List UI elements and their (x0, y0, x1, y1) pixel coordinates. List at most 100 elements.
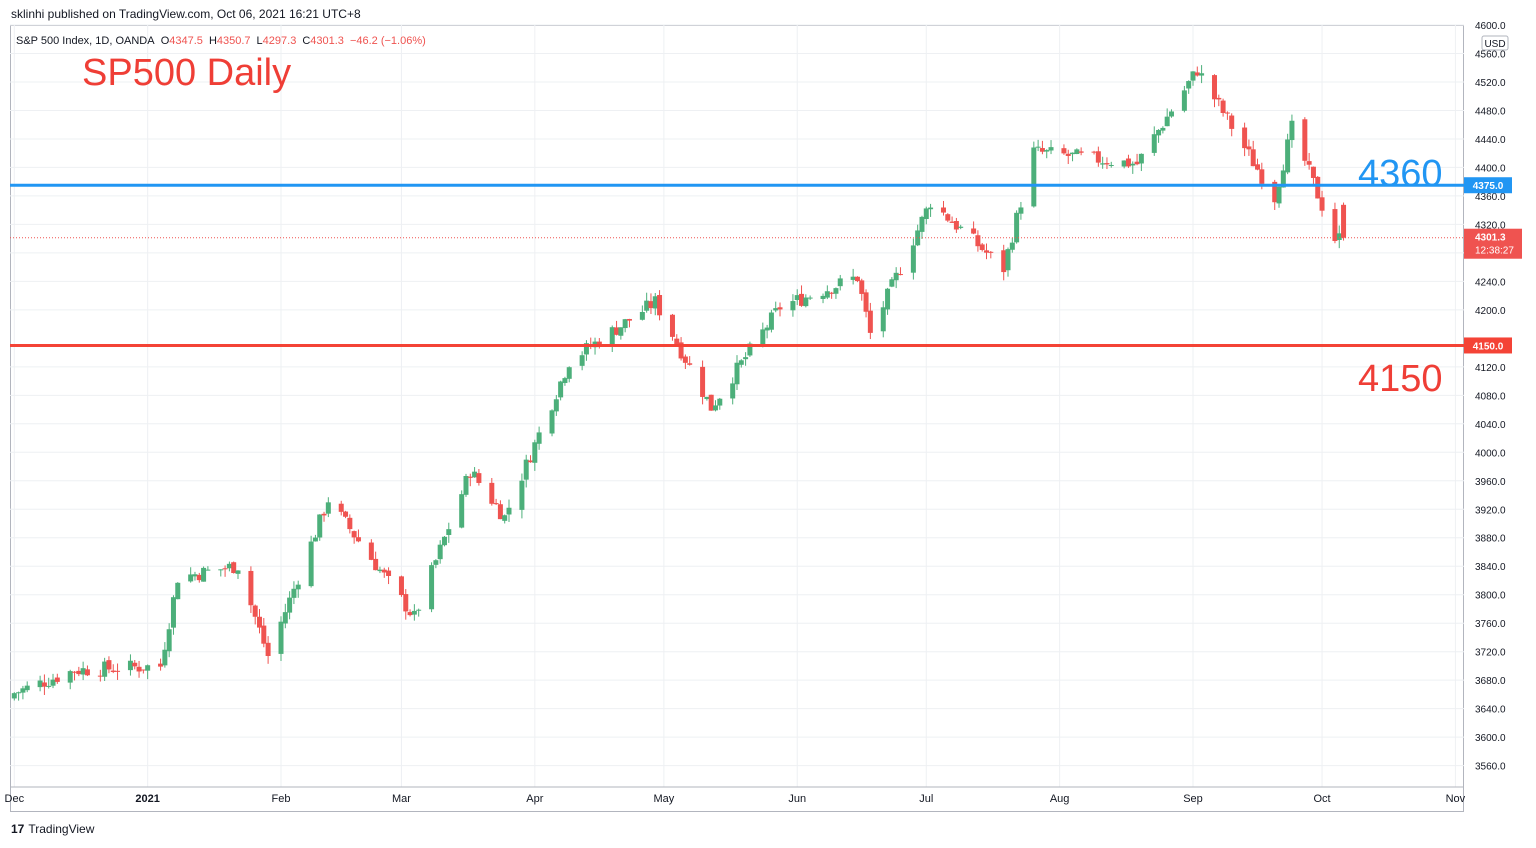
candle[interactable] (1061, 144, 1067, 155)
candle[interactable] (222, 565, 228, 577)
candle[interactable] (1199, 65, 1205, 84)
candle[interactable] (37, 675, 43, 692)
candle[interactable] (1181, 85, 1187, 113)
candle[interactable] (880, 301, 886, 338)
candle[interactable] (738, 359, 744, 368)
candle[interactable] (308, 535, 314, 588)
candle[interactable] (1336, 225, 1342, 249)
candle[interactable] (201, 566, 207, 582)
candle[interactable] (386, 567, 392, 585)
candle[interactable] (1078, 147, 1084, 156)
candle[interactable] (1134, 153, 1140, 166)
candle[interactable] (1276, 185, 1282, 208)
candle[interactable] (790, 294, 796, 317)
candle[interactable] (433, 559, 439, 569)
candle[interactable] (1250, 140, 1256, 167)
candle[interactable] (1310, 166, 1316, 186)
candle[interactable] (1341, 202, 1347, 241)
candle[interactable] (295, 580, 301, 598)
candle[interactable] (192, 571, 198, 581)
candle[interactable] (579, 351, 585, 371)
candle[interactable] (519, 473, 525, 519)
candle[interactable] (583, 340, 589, 361)
tradingview-logo[interactable]: 17 TradingView (11, 822, 94, 836)
candle[interactable] (467, 473, 473, 487)
candle[interactable] (928, 203, 934, 217)
candle[interactable] (252, 604, 258, 625)
candle[interactable] (1216, 94, 1222, 107)
candle[interactable] (979, 242, 985, 252)
candle[interactable] (984, 243, 990, 260)
candle[interactable] (919, 215, 925, 239)
candle[interactable] (652, 292, 658, 316)
candle[interactable] (1156, 129, 1162, 143)
candle[interactable] (1035, 139, 1041, 152)
candle[interactable] (291, 581, 297, 605)
candle[interactable] (648, 293, 654, 314)
candle[interactable] (24, 681, 30, 693)
candle[interactable] (588, 337, 594, 350)
candle[interactable] (1190, 71, 1196, 86)
candle[interactable] (1100, 156, 1106, 169)
candle[interactable] (497, 500, 503, 520)
candle[interactable] (11, 692, 17, 701)
candle[interactable] (325, 497, 331, 518)
candle[interactable] (287, 591, 293, 620)
candle[interactable] (446, 522, 452, 543)
candle[interactable] (235, 570, 241, 579)
candle[interactable] (639, 305, 645, 321)
candle[interactable] (1242, 122, 1248, 157)
candle[interactable] (536, 426, 542, 450)
candle[interactable] (67, 669, 73, 690)
candle[interactable] (1044, 149, 1050, 159)
candle[interactable] (84, 665, 90, 677)
candle[interactable] (820, 293, 826, 304)
candle[interactable] (1186, 80, 1192, 94)
candle[interactable] (261, 618, 267, 648)
candle[interactable] (54, 673, 60, 684)
candle[interactable] (437, 540, 443, 564)
candle[interactable] (196, 572, 202, 583)
candle[interactable] (622, 318, 628, 333)
candle[interactable] (218, 569, 224, 577)
candle[interactable] (893, 267, 899, 289)
candle[interactable] (958, 224, 964, 230)
candle[interactable] (712, 400, 718, 412)
candle[interactable] (1095, 146, 1101, 167)
candle[interactable] (833, 287, 839, 299)
candle[interactable] (549, 409, 555, 437)
candle[interactable] (106, 656, 112, 674)
candle[interactable] (743, 352, 749, 366)
candle[interactable] (72, 671, 78, 681)
candle[interactable] (794, 289, 800, 306)
candle[interactable] (1130, 161, 1136, 174)
candle[interactable] (609, 325, 615, 352)
candle[interactable] (669, 313, 675, 341)
candle[interactable] (687, 356, 693, 366)
candle[interactable] (226, 561, 232, 572)
candle[interactable] (1138, 153, 1144, 172)
candle[interactable] (145, 664, 151, 680)
candle[interactable] (532, 439, 538, 471)
candle[interactable] (132, 660, 138, 670)
time-axis[interactable]: Dec 2021 Feb Mar Apr May Jun Jul Aug Sep Oct Nov (5, 786, 1466, 805)
candle[interactable] (80, 661, 86, 681)
candle[interactable] (1074, 148, 1080, 155)
candle[interactable] (837, 274, 843, 291)
candle[interactable] (282, 603, 288, 629)
candle[interactable] (910, 238, 916, 280)
candle[interactable] (50, 673, 56, 689)
candle[interactable] (867, 302, 873, 340)
candle[interactable] (20, 685, 26, 700)
candle[interactable] (355, 529, 361, 543)
candle[interactable] (166, 623, 172, 658)
candle[interactable] (768, 309, 774, 333)
candle[interactable] (1031, 141, 1037, 208)
candle[interactable] (1125, 154, 1131, 168)
candle[interactable] (1246, 139, 1252, 156)
candle[interactable] (975, 230, 981, 252)
candle[interactable] (734, 355, 740, 390)
candle[interactable] (1255, 158, 1261, 171)
candle[interactable] (1039, 140, 1045, 155)
